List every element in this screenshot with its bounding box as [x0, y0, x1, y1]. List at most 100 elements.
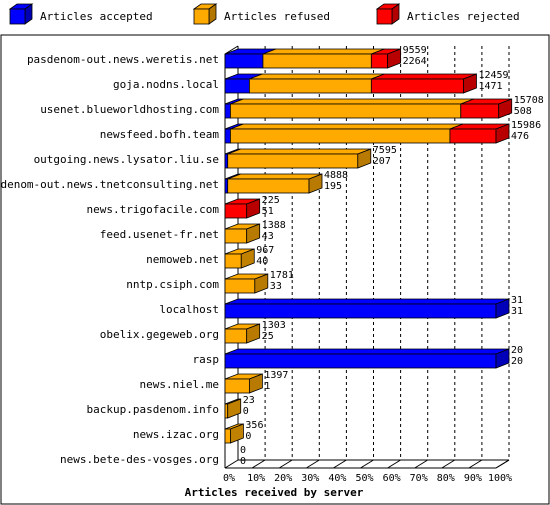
bar-segment-top — [371, 73, 477, 80]
bar-value-accepted: 476 — [511, 131, 529, 142]
category-label: obelix.gegeweb.org — [100, 328, 219, 341]
bar-segment — [224, 328, 248, 344]
bar-value-accepted: 0 — [240, 456, 246, 467]
legend-item: Articles rejected — [375, 3, 520, 25]
x-axis-label: Articles received by server — [185, 486, 364, 499]
category-labels: pasdenom-out.news.weretis.net goja.nodns.… — [0, 53, 219, 466]
bar-segment-side — [495, 123, 510, 144]
x-tick-mark — [495, 459, 510, 469]
bar-value-total: 0 — [240, 445, 246, 456]
bar-value-total: 20 — [511, 345, 523, 356]
bar-segment — [227, 178, 310, 194]
x-tick-mark — [224, 459, 239, 469]
bar-segment — [227, 153, 359, 169]
bar-segment — [370, 78, 464, 94]
bar-value-accepted: 2264 — [403, 56, 427, 67]
category-label: nemoweb.net — [146, 253, 219, 266]
bar-segment-side — [495, 348, 510, 369]
bar-segment-top — [227, 173, 323, 180]
bar-value-total: 9559 — [403, 45, 427, 56]
bar-value-total: 225 — [262, 195, 280, 206]
bar-segment — [230, 128, 451, 144]
bar-value-accepted: 0 — [243, 406, 249, 417]
x-tick-label: 70% — [410, 473, 428, 484]
x-tick-mark — [306, 459, 320, 469]
x-tick-label: 80% — [437, 473, 455, 484]
bar-value-total: 7595 — [373, 145, 397, 156]
bar-segment-top — [262, 48, 385, 55]
bars: 9559226412459147115708508159864767595207… — [224, 45, 544, 467]
bar-value-total: 967 — [256, 245, 274, 256]
legend-item: Articles accepted — [8, 3, 153, 25]
legend: Articles accepted Articles refused Article… — [8, 3, 520, 25]
category-label: newsfeed.bofh.team — [100, 128, 220, 141]
x-tick-label: 20% — [274, 473, 292, 484]
bar-value-accepted: 43 — [262, 231, 274, 242]
legend-label: Articles refused — [224, 10, 330, 23]
category-label: news.niel.me — [140, 378, 219, 391]
bar-segment — [248, 78, 372, 94]
category-label: pasdenom-out.news.tnetconsulting.net — [0, 178, 219, 191]
bar-segment — [224, 78, 250, 94]
x-tick-label: 10% — [247, 473, 265, 484]
bar-segment-side — [387, 48, 402, 69]
x-tick-mark — [387, 459, 401, 469]
bar-value-accepted: 31 — [511, 306, 523, 317]
bar-segment-side — [246, 198, 261, 219]
bar-segment-top — [227, 148, 371, 155]
bar-value-accepted: 25 — [262, 331, 274, 342]
bar-segment-side — [246, 223, 261, 244]
x-tick-label: 100% — [488, 473, 512, 484]
category-label: localhost — [159, 303, 219, 316]
x-tick-label: 30% — [301, 473, 319, 484]
x-tick-mark — [414, 459, 428, 469]
category-label: goja.nodns.local — [113, 78, 219, 91]
bar-value-total: 1303 — [262, 320, 286, 331]
category-label: news.bete-des-vosges.org — [60, 453, 219, 466]
legend-item: Articles refused — [192, 3, 330, 25]
category-label: backup.pasdenom.info — [87, 403, 219, 416]
bar-segment-side — [254, 273, 269, 294]
x-tick-label: 90% — [464, 473, 482, 484]
legend-swatch — [376, 8, 393, 25]
legend-label: Articles accepted — [40, 10, 153, 23]
bar-segment — [224, 253, 242, 269]
x-tick-label: 60% — [383, 473, 401, 484]
bar-value-total: 15708 — [514, 95, 544, 106]
bar-value-accepted: 40 — [256, 256, 268, 267]
bar-segment — [224, 278, 256, 294]
bar-segment — [449, 128, 497, 144]
bar-segment-top — [224, 298, 510, 305]
x-tick-mark — [360, 459, 374, 469]
bar-segment — [224, 228, 248, 244]
bar-value-total: 1388 — [262, 220, 286, 231]
bar-segment-side — [240, 248, 255, 269]
bar-value-total: 15986 — [511, 120, 541, 131]
x-tick-label: 40% — [328, 473, 346, 484]
category-label: outgoing.news.lysator.liu.se — [34, 153, 219, 166]
category-label: rasp — [193, 353, 220, 366]
category-label: pasdenom-out.news.weretis.net — [27, 53, 219, 66]
legend-label: Articles rejected — [407, 10, 520, 23]
bar-segment-side — [248, 373, 263, 394]
bar-segment — [262, 53, 372, 69]
bar-row: 00 — [240, 445, 246, 467]
x-tick-mark — [468, 459, 483, 469]
x-tick-mark — [333, 459, 347, 469]
plot-frame — [0, 34, 550, 505]
bar-segment — [460, 103, 500, 119]
category-label: nntp.csiph.com — [126, 278, 219, 291]
legend-swatch — [193, 8, 210, 25]
bar-segment-top — [230, 98, 474, 105]
category-label: feed.usenet-fr.net — [100, 228, 219, 241]
bar-segment-side — [463, 73, 477, 94]
